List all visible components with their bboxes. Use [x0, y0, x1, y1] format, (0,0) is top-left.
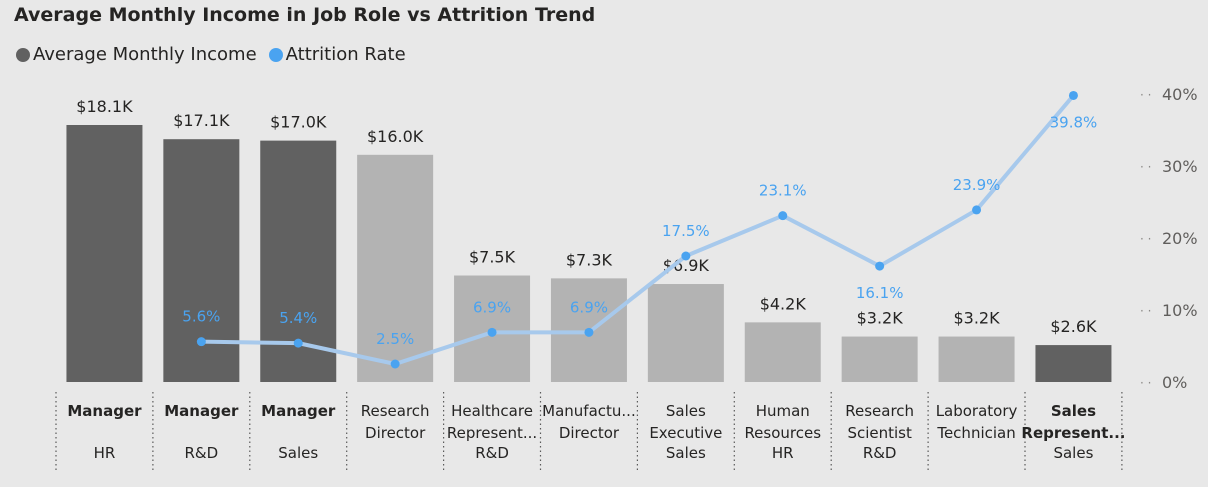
x-axis-department-label: Sales — [278, 444, 318, 462]
attrition-point[interactable] — [196, 337, 206, 347]
x-axis-department-label: Sales — [1053, 444, 1093, 462]
x-axis-department-label: HR — [772, 444, 794, 462]
legend-item-attrition[interactable]: Attrition Rate — [268, 44, 406, 65]
y-axis-tick-mark: · · — [1140, 160, 1151, 174]
y-axis-tick-mark: · · — [1140, 376, 1151, 390]
x-axis-role-label: Research — [361, 402, 430, 420]
y-axis-tick-label: 20% — [1162, 229, 1198, 248]
x-axis-role-label: Human — [756, 402, 810, 420]
income-data-label: $16.0K — [367, 127, 424, 146]
legend-label-attrition: Attrition Rate — [285, 44, 406, 65]
income-data-label: $4.2K — [760, 294, 807, 313]
attrition-point[interactable] — [778, 211, 788, 221]
x-axis-role-label: Represent... — [447, 424, 537, 442]
income-data-label: $3.2K — [953, 309, 1000, 328]
attrition-data-label: 2.5% — [376, 330, 414, 348]
x-axis-role-label: Sales — [666, 402, 706, 420]
x-axis-role-label: Resources — [744, 424, 821, 442]
attrition-point[interactable] — [487, 327, 497, 337]
attrition-data-label: 39.8% — [1050, 113, 1098, 131]
income-data-label: $18.1K — [76, 97, 133, 116]
income-bar[interactable] — [357, 154, 434, 382]
x-axis-role-label: Manager — [67, 402, 142, 420]
attrition-point[interactable] — [584, 327, 594, 337]
attrition-data-label: 6.9% — [473, 298, 511, 316]
y-axis-tick-label: 30% — [1162, 157, 1198, 176]
attrition-point[interactable] — [875, 261, 885, 271]
attrition-point[interactable] — [681, 251, 691, 261]
income-bar[interactable] — [66, 125, 143, 382]
attrition-point[interactable] — [1068, 90, 1078, 100]
legend-marker-income — [16, 47, 30, 62]
legend-item-income[interactable]: Average Monthly Income — [16, 44, 257, 65]
x-axis-role-label: Manufactu... — [542, 402, 636, 420]
x-axis-department-label: R&D — [863, 444, 897, 462]
income-bar[interactable] — [938, 336, 1015, 382]
x-axis-role-label: Executive — [649, 424, 722, 442]
x-axis-department-label: Sales — [666, 444, 706, 462]
income-bar[interactable] — [647, 284, 724, 382]
x-axis-role-label: Sales — [1051, 402, 1096, 420]
x-axis-role-label: Director — [365, 424, 426, 442]
chart-title: Average Monthly Income in Job Role vs At… — [14, 4, 596, 26]
x-axis-department-label: R&D — [475, 444, 509, 462]
attrition-point[interactable] — [390, 359, 400, 369]
attrition-data-label: 17.5% — [662, 222, 710, 240]
attrition-data-label: 23.9% — [953, 176, 1001, 194]
income-data-label: $6.9K — [663, 256, 710, 275]
income-data-label: $2.6K — [1050, 317, 1097, 336]
attrition-point[interactable] — [293, 338, 303, 348]
x-axis-role-label: Represent... — [1021, 424, 1125, 442]
y-axis-tick-mark: · · — [1140, 304, 1151, 318]
x-axis-department-label: R&D — [185, 444, 219, 462]
income-data-label: $7.3K — [566, 250, 613, 269]
y-axis-tick-mark: · · — [1140, 88, 1151, 102]
legend-marker-attrition — [268, 47, 283, 62]
x-axis-role-label: Research — [845, 402, 914, 420]
attrition-data-label: 6.9% — [570, 298, 608, 316]
income-data-label: $17.1K — [173, 111, 230, 130]
attrition-data-label: 5.6% — [182, 308, 220, 326]
y-axis-tick-label: 0% — [1162, 373, 1187, 392]
legend-label-income: Average Monthly Income — [33, 44, 257, 65]
income-data-label: $17.0K — [270, 113, 327, 132]
x-axis-role-label: Manager — [261, 402, 336, 420]
attrition-point[interactable] — [972, 205, 982, 215]
attrition-data-label: 23.1% — [759, 182, 807, 200]
attrition-line — [199, 93, 1076, 366]
x-axis-role-label: Manager — [164, 402, 239, 420]
y-axis-tick-label: 40% — [1162, 85, 1198, 104]
income-bar[interactable] — [744, 322, 821, 382]
x-axis-role-label: Director — [559, 424, 620, 442]
x-axis-role-label: Scientist — [847, 424, 912, 442]
x-axis-role-label: Technician — [936, 424, 1015, 442]
x-axis-department-label: HR — [94, 444, 116, 462]
attrition-data-label: 5.4% — [279, 309, 317, 327]
legend: Average Monthly Income Attrition Rate — [16, 44, 418, 65]
income-bar[interactable] — [1035, 345, 1112, 382]
x-axis-role-label: Healthcare — [451, 402, 533, 420]
income-bar[interactable] — [841, 336, 918, 382]
y-axis-tick-label: 10% — [1162, 301, 1198, 320]
income-data-label: $3.2K — [857, 309, 904, 328]
y-axis-tick-mark: · · — [1140, 232, 1151, 246]
income-data-label: $7.5K — [469, 248, 516, 267]
attrition-data-label: 16.1% — [856, 284, 904, 302]
x-axis-role-label: Laboratory — [936, 402, 1018, 420]
